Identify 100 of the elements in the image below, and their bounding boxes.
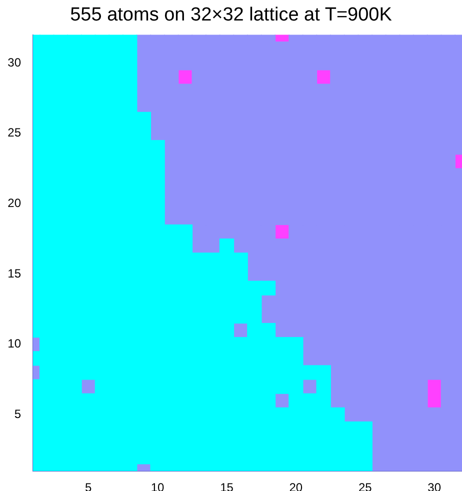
- point: [122, 70, 138, 84]
- point: [288, 379, 304, 394]
- point: [164, 126, 179, 141]
- point: [426, 407, 442, 422]
- point: [192, 70, 206, 84]
- point: [330, 351, 345, 366]
- point: [150, 450, 165, 464]
- point: [260, 238, 276, 254]
- point: [67, 379, 82, 394]
- point: [413, 393, 428, 408]
- point: [150, 182, 165, 197]
- point: [247, 322, 262, 338]
- point: [233, 252, 248, 268]
- point: [316, 393, 331, 408]
- y-tick-label: 10: [8, 336, 22, 351]
- point: [330, 56, 345, 70]
- point: [150, 210, 165, 226]
- point: [164, 224, 179, 240]
- point: [302, 70, 318, 84]
- point: [192, 210, 206, 226]
- point: [192, 252, 206, 268]
- point: [247, 294, 262, 310]
- point: [426, 365, 442, 380]
- point: [206, 252, 220, 268]
- point: [122, 56, 138, 70]
- point: [302, 322, 318, 338]
- point: [40, 365, 54, 380]
- point: [178, 56, 193, 70]
- point: [247, 308, 262, 324]
- point: [358, 450, 372, 464]
- point: [122, 450, 138, 464]
- y-tick-label: 5: [14, 407, 22, 422]
- point: [260, 337, 276, 352]
- point: [136, 126, 152, 141]
- point: [247, 280, 262, 296]
- point: [233, 337, 248, 352]
- point: [413, 407, 428, 422]
- point: [330, 70, 345, 84]
- point: [274, 337, 290, 352]
- point: [40, 322, 54, 338]
- point: [316, 56, 331, 70]
- point: [219, 322, 234, 338]
- point: [302, 365, 318, 380]
- point: [164, 70, 179, 84]
- point: [150, 140, 165, 155]
- point: [316, 84, 331, 98]
- point: [81, 365, 96, 380]
- point: [274, 238, 290, 254]
- point: [164, 56, 179, 70]
- point: [178, 238, 193, 254]
- point: [233, 224, 248, 240]
- chart-title: 555 atoms on 32×32 lattice at T=900K: [70, 4, 392, 26]
- point: [260, 322, 276, 338]
- point: [150, 98, 165, 112]
- point: [122, 84, 138, 98]
- point: [247, 238, 262, 254]
- point: [413, 365, 428, 380]
- point: [274, 407, 290, 422]
- point: [164, 84, 179, 98]
- point: [274, 42, 290, 56]
- point: [122, 112, 138, 127]
- point: [288, 337, 304, 352]
- point: [330, 407, 345, 422]
- point: [440, 154, 456, 169]
- point: [40, 351, 54, 366]
- point: [40, 379, 54, 394]
- point: [150, 168, 165, 183]
- point: [260, 280, 276, 296]
- point: [260, 393, 276, 408]
- point: [288, 238, 304, 254]
- point: [247, 337, 262, 352]
- point: [206, 224, 220, 240]
- point: [150, 154, 165, 169]
- point: [150, 224, 165, 240]
- point: [358, 421, 372, 436]
- point: [40, 337, 54, 352]
- point: [67, 393, 82, 408]
- point: [67, 365, 82, 380]
- point: [192, 84, 206, 98]
- point: [178, 84, 193, 98]
- point: [178, 224, 193, 240]
- point: [288, 407, 304, 422]
- point: [316, 365, 331, 380]
- point: [316, 379, 331, 394]
- point: [302, 56, 318, 70]
- point: [288, 351, 304, 366]
- point: [260, 42, 276, 56]
- point: [260, 407, 276, 422]
- point: [192, 56, 206, 70]
- y-tick-label: 15: [8, 266, 22, 280]
- point: [288, 210, 304, 226]
- point: [122, 42, 138, 56]
- point: [302, 393, 318, 408]
- point: [372, 407, 386, 422]
- y-tick-label: 30: [8, 55, 22, 70]
- y-tick-label: 25: [8, 126, 22, 140]
- point: [260, 379, 276, 394]
- point: [260, 210, 276, 226]
- point: [302, 84, 318, 98]
- y-tick-label: 20: [8, 196, 22, 210]
